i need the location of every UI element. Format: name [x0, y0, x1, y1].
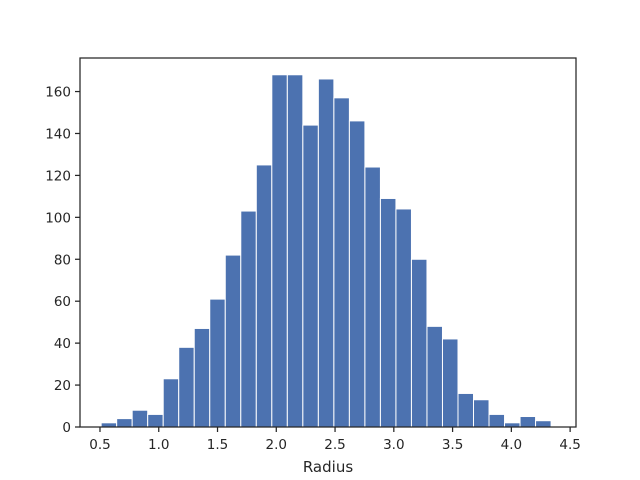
histogram-bar	[302, 124, 319, 428]
histogram-bar	[147, 413, 164, 428]
histogram-bar	[162, 378, 180, 428]
histogram-bar	[410, 258, 428, 428]
plot-frame	[79, 57, 577, 428]
x-tick-label: 4.5	[559, 437, 580, 453]
x-tick-label: 2.5	[324, 437, 345, 453]
histogram-bar	[504, 422, 521, 428]
y-tick-label: 120	[45, 168, 71, 184]
histogram-bar	[348, 120, 366, 428]
histogram-bar	[224, 254, 242, 428]
histogram-bar	[488, 413, 506, 428]
histogram-bar	[286, 74, 304, 428]
histogram-bar	[441, 338, 459, 428]
histogram-bar	[426, 325, 443, 428]
x-tick-label: 1.0	[148, 437, 169, 453]
x-tick-label: 0.5	[89, 437, 110, 453]
histogram-bar	[395, 208, 412, 428]
histogram-bar	[317, 78, 335, 428]
x-axis-ticks: 0.5 1.0 1.5 2.0 2.5 3.0 3.5 4.0 4.5	[89, 427, 581, 453]
histogram-bar	[379, 197, 397, 428]
histogram-bar	[519, 416, 537, 428]
x-tick-label: 3.5	[442, 437, 463, 453]
x-tick-label: 4.0	[501, 437, 522, 453]
y-tick-label: 60	[54, 294, 71, 310]
histogram-bar	[473, 399, 490, 428]
y-tick-label: 140	[45, 126, 71, 142]
y-tick-label: 160	[45, 85, 71, 101]
y-tick-label: 0	[62, 420, 71, 436]
histogram-bar	[116, 418, 133, 428]
histogram-bar	[240, 210, 257, 428]
y-tick-label: 40	[54, 336, 71, 352]
histogram-bar	[209, 298, 226, 428]
histogram-bar	[271, 74, 288, 428]
x-axis-label: Radius	[303, 458, 353, 476]
x-tick-label: 2.0	[266, 437, 287, 453]
x-tick-label: 1.5	[207, 437, 228, 453]
x-tick-label: 3.0	[383, 437, 404, 453]
histogram-bar	[333, 97, 350, 428]
histogram-bar	[100, 422, 118, 428]
y-axis-ticks: 0 20 40 60 80 100 120 140 160	[45, 85, 80, 436]
y-tick-label: 80	[54, 252, 71, 268]
histogram-bar	[255, 164, 273, 428]
histogram-bar	[178, 346, 195, 428]
histogram-bar	[364, 166, 381, 428]
histogram-bar	[535, 420, 552, 428]
y-tick-label: 100	[45, 210, 71, 226]
y-tick-label: 20	[54, 378, 71, 394]
histogram-bars	[100, 74, 552, 428]
histogram-bar	[193, 327, 211, 428]
histogram-bar	[457, 392, 475, 428]
histogram-bar	[131, 409, 149, 428]
